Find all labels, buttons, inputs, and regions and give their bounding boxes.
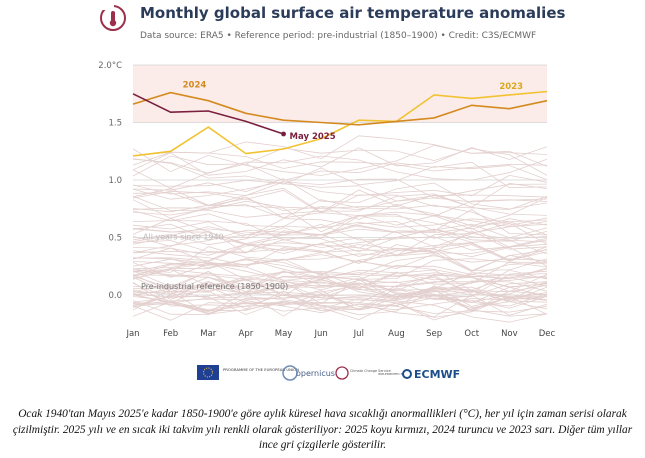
year-line-background (132, 178, 548, 199)
year-line-background (132, 197, 548, 228)
annotation-reference: Pre-industrial reference (1850–1900) (141, 282, 288, 291)
year-line-background (132, 189, 548, 214)
year-line-background (132, 229, 548, 255)
implemented-by-text: IMPLEMENTED BY (378, 372, 404, 376)
x-tick-label: Aug (388, 329, 405, 339)
year-line-background (132, 289, 548, 315)
year-line-background (132, 219, 548, 245)
year-line-background (132, 244, 548, 273)
year-line-background (132, 223, 548, 254)
may-2025-point (281, 131, 286, 137)
year-line-background (132, 263, 548, 291)
year-line-background (133, 294, 548, 317)
x-tick-label: Dec (539, 329, 556, 339)
year-line-background (132, 270, 548, 297)
year-line-background (132, 192, 548, 220)
y-tick-label: 0.5 (108, 234, 122, 244)
year-line-background (132, 179, 548, 202)
year-line-background (132, 246, 548, 276)
x-tick-label: Sep (426, 329, 442, 339)
eu-logo-text: PROGRAMME OF THE EUROPEAN UNION (223, 367, 299, 372)
x-tick-label: Oct (464, 329, 479, 339)
copernicus-logo-text: opernicus (296, 369, 335, 378)
x-tick-label: Apr (239, 329, 254, 339)
year-line-background (132, 228, 548, 254)
year-line-background (132, 174, 548, 200)
y-tick-label: 0.0 (108, 291, 122, 301)
year-line-background (132, 209, 548, 236)
series-label-2023: 2023 (499, 82, 523, 92)
year-line-background (132, 296, 548, 321)
target-band-1.5-2.0 (133, 65, 547, 123)
chart-subtitle: Data source: ERA5 • Reference period: pr… (140, 31, 537, 41)
year-line-background (132, 255, 548, 280)
y-tick-label: 2.0°C (98, 61, 122, 71)
series-line-2024 (132, 91, 548, 126)
chart-title: Monthly global surface air temperature a… (140, 4, 566, 22)
series-line-may-2025 (132, 93, 284, 135)
year-line-background (132, 238, 548, 266)
year-line-background (132, 281, 548, 303)
series-label-2024: 2024 (183, 81, 207, 91)
eu-flag-icon (197, 365, 219, 380)
y-tick-label: 1.0 (108, 176, 122, 186)
year-line-background (132, 247, 548, 272)
copernicus-logo-icon (282, 365, 298, 381)
x-tick-label: Nov (501, 329, 518, 339)
x-tick-label: Feb (163, 329, 178, 339)
year-line-background (132, 293, 548, 311)
x-tick-label: Jun (314, 329, 328, 339)
year-line-background (132, 240, 548, 264)
series-label-may-2025: May 2025 (290, 132, 336, 142)
year-line-background (132, 230, 548, 257)
year-line-background (132, 158, 548, 186)
year-line-background (132, 196, 548, 228)
x-tick-label: May (275, 329, 293, 339)
year-line-background (132, 293, 548, 312)
year-line-background (132, 135, 548, 166)
year-line-background (132, 218, 548, 241)
year-line-background (132, 282, 548, 307)
year-line-background (132, 215, 548, 246)
year-line-background (132, 267, 548, 289)
year-line-background (132, 233, 548, 262)
year-line-background (132, 178, 548, 210)
year-line-background (132, 275, 548, 305)
x-tick-label: Jan (125, 329, 139, 339)
y-tick-label: 1.5 (108, 119, 122, 129)
year-line-background (132, 242, 548, 270)
ecmwf-logo-icon (402, 369, 412, 379)
partner-logos: PROGRAMME OF THE EUROPEAN UNION opernicu… (197, 365, 460, 381)
year-line-background (132, 204, 548, 233)
x-tick-label: Jul (353, 329, 364, 339)
year-line-background (132, 258, 548, 288)
year-line-background (132, 182, 548, 213)
c3s-logo-icon (335, 366, 349, 380)
series-line-2023 (132, 90, 548, 157)
year-line-background (132, 254, 548, 277)
c3s-logo-text: Climate Change Service (350, 369, 391, 373)
year-line-background (132, 261, 548, 289)
temperature-anomaly-chart: 0.0 0.5 1.0 1.5 2.0°C Jan Feb Mar Apr May Jun Jul Au… (98, 61, 556, 339)
x-tick-label: Mar (200, 329, 217, 339)
annotation-all-years: All years since 1940 (143, 233, 224, 242)
c3s-thermometer-logo-icon (100, 3, 126, 31)
figure-caption: Ocak 1940'tan Mayıs 2025'e kadar 1850-19… (12, 408, 633, 451)
year-line-background (132, 147, 548, 177)
ecmwf-logo-text: ECMWF (414, 368, 460, 381)
